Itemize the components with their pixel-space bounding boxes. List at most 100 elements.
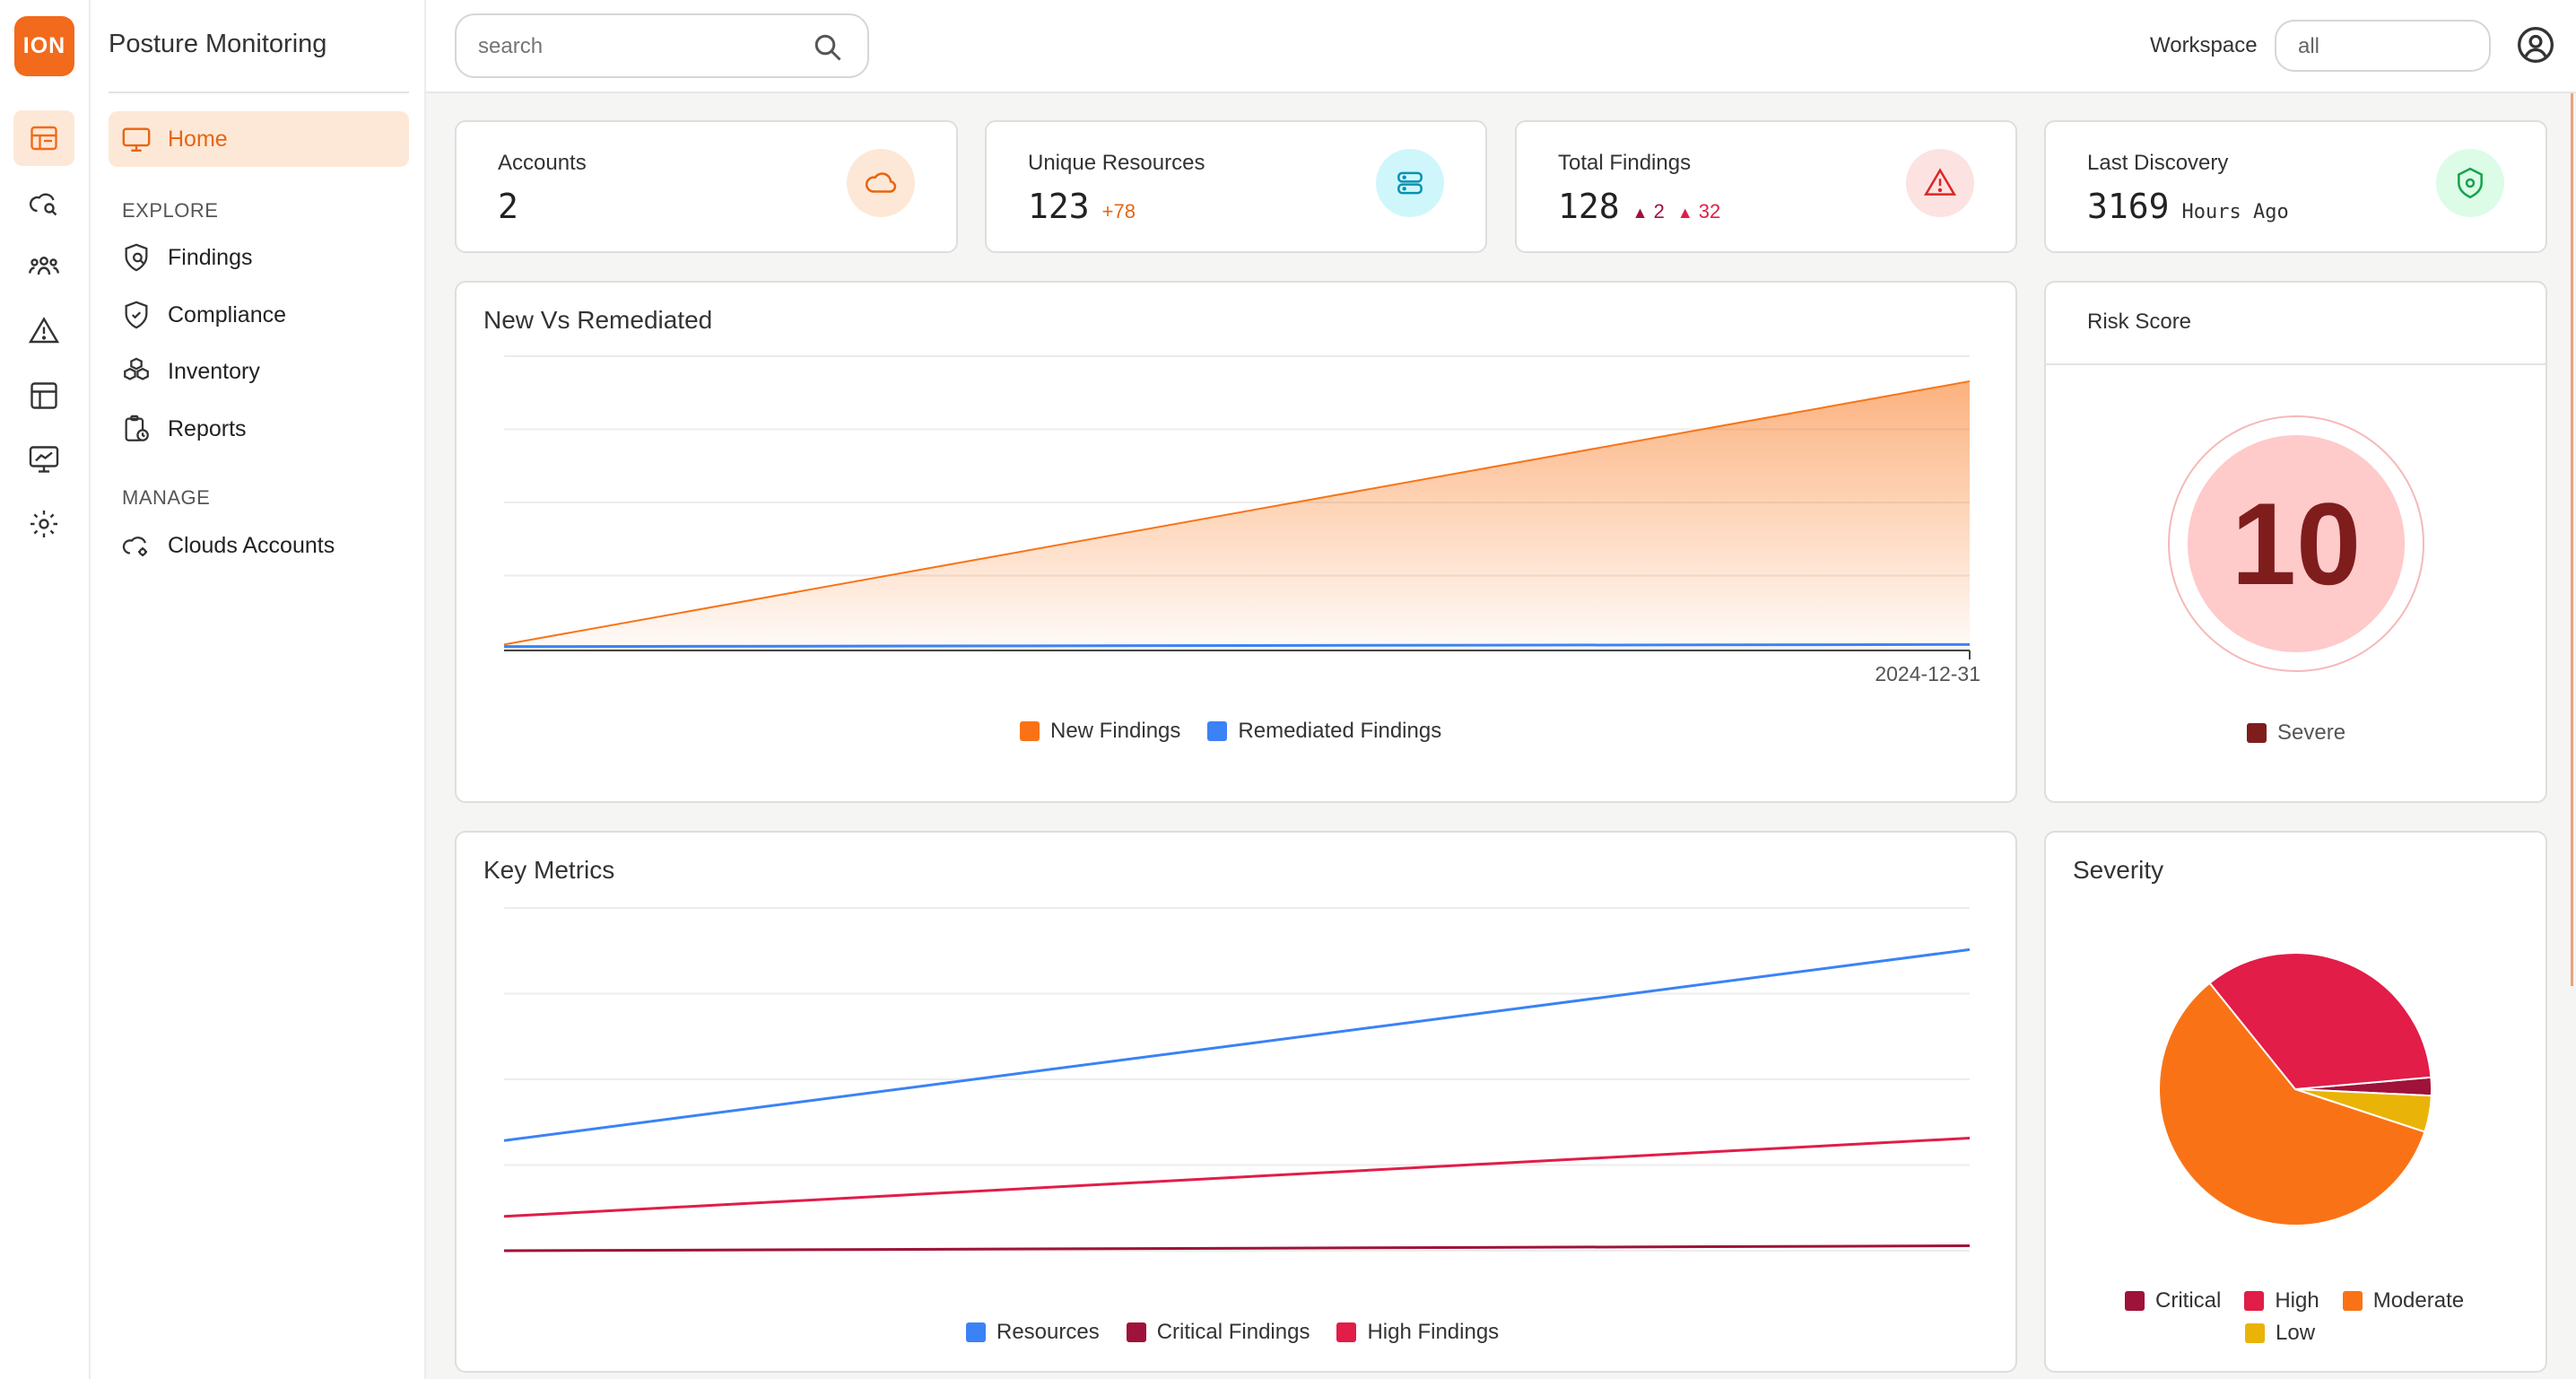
nav-item-label: Compliance (168, 301, 287, 327)
warning-icon (1923, 168, 1957, 196)
user-profile-icon[interactable] (2516, 25, 2555, 65)
rail-alerts[interactable] (13, 303, 74, 359)
table-icon (30, 382, 57, 409)
stat-card-discovery[interactable]: Last Discovery 3169 Hours Ago (2044, 120, 2547, 253)
scrollbar[interactable] (2571, 93, 2573, 986)
high-slice (2208, 952, 2432, 1091)
monitor-chart-icon (29, 446, 59, 473)
stat-icon-badge (1906, 149, 1974, 217)
risk-legend: Severe (2247, 720, 2372, 746)
workspace-label: Workspace (2150, 33, 2258, 57)
boxes-icon (124, 357, 149, 380)
new-findings-area (504, 380, 1970, 649)
stat-unit: Hours Ago (2181, 201, 2289, 223)
nav-item-label: Inventory (168, 358, 260, 384)
arrow-up-icon: ▲ (1632, 204, 1649, 222)
key-metrics-card: Key Metrics Resources Critical Findings … (455, 831, 2017, 1373)
new-vs-remediated-card: New Vs Remediated 2024-12-31 New Finding… (455, 281, 2017, 803)
warning-icon (28, 317, 60, 344)
cloud-search-icon (30, 193, 57, 216)
nav-divider (109, 92, 409, 93)
chart-legend: New Findings Remediated Findings (1020, 719, 1468, 744)
legend-item-severe[interactable]: Severe (2247, 720, 2345, 746)
rail-monitor[interactable] (13, 432, 74, 487)
legend-item-high[interactable]: High (2244, 1288, 2319, 1314)
rail-table[interactable] (13, 368, 74, 423)
stat-icon-badge (847, 149, 915, 217)
high-findings-line (503, 1136, 1971, 1218)
severity-card: Severity Critical High Moderate Low (2044, 831, 2547, 1373)
stat-card-resources[interactable]: Unique Resources 123 +78 (985, 120, 1487, 253)
stat-icon-badge (1376, 149, 1444, 217)
chart-legend: Resources Critical Findings High Finding… (966, 1320, 1526, 1345)
workspace-select[interactable]: all (2275, 20, 2491, 72)
icon-rail: ION (0, 0, 91, 1379)
stat-value: 3169 Hours Ago (2087, 187, 2289, 226)
chart-legend: Critical High Moderate Low (2125, 1288, 2502, 1346)
nav-item-home[interactable]: Home (109, 111, 409, 167)
app-logo[interactable]: ION (14, 16, 74, 76)
rail-users[interactable] (13, 239, 74, 294)
nav-item-label: Findings (168, 244, 253, 270)
nav-item-label: Reports (168, 415, 247, 441)
nav-item-clouds-accounts[interactable]: Clouds Accounts (109, 518, 409, 573)
nav-item-reports[interactable]: Reports (109, 401, 409, 457)
severity-pie-chart (2158, 952, 2432, 1226)
card-divider (2046, 363, 2546, 365)
rail-cloud-search[interactable] (13, 175, 74, 231)
high-delta: ▲ 32 (1676, 200, 1721, 223)
nav-sidebar: Posture Monitoring Home EXPLORE Findings… (91, 0, 426, 1379)
top-header: Workspace all (426, 0, 2576, 93)
moderate-slice (2158, 982, 2426, 1226)
stat-card-accounts[interactable]: Accounts 2 (455, 120, 958, 253)
stat-value: 123 +78 (1028, 187, 1136, 226)
risk-score-card: Risk Score 10 Severe (2044, 281, 2547, 803)
cloud-gear-icon (122, 537, 148, 557)
database-icon (1397, 171, 1423, 195)
legend-item-resources[interactable]: Resources (966, 1320, 1100, 1345)
shield-search-icon (125, 243, 148, 272)
legend-item-high[interactable]: High Findings (1336, 1320, 1499, 1345)
legend-item-critical[interactable]: Critical (2125, 1288, 2221, 1314)
stat-label: Total Findings (1558, 151, 1692, 175)
critical-delta: ▲ 2 (1632, 200, 1665, 223)
users-icon (29, 257, 59, 275)
legend-item-new[interactable]: New Findings (1020, 719, 1180, 744)
shield-check-icon (125, 301, 148, 329)
dashboard-icon (30, 126, 57, 151)
stat-icon-badge (2436, 149, 2504, 217)
new-findings-line (503, 380, 1971, 646)
monitor-icon (122, 127, 151, 152)
nav-item-label: Home (168, 126, 228, 152)
nav-section-manage: MANAGE (122, 486, 211, 509)
stat-delta: +78 (1101, 200, 1136, 223)
legend-item-low[interactable]: Low (2245, 1321, 2315, 1346)
gear-icon (30, 511, 57, 537)
x-tick-label: 2024-12-31 (1875, 662, 1980, 685)
risk-score-value: 10 (2188, 435, 2405, 652)
shield-badge-icon (2458, 167, 2483, 199)
risk-gauge-ring: 10 (2168, 415, 2424, 672)
nav-item-label: Clouds Accounts (168, 532, 335, 558)
nav-item-inventory[interactable]: Inventory (109, 344, 409, 399)
key-metrics-chart (503, 907, 1971, 1252)
nav-section-explore: EXPLORE (122, 199, 219, 222)
nav-item-findings[interactable]: Findings (109, 230, 409, 285)
remediated-findings-line (503, 642, 1971, 649)
legend-item-moderate[interactable]: Moderate (2342, 1288, 2464, 1314)
app-title: Posture Monitoring (109, 30, 327, 58)
nav-item-compliance[interactable]: Compliance (109, 287, 409, 343)
resources-line (503, 947, 1971, 1142)
legend-item-critical[interactable]: Critical Findings (1126, 1320, 1310, 1345)
legend-item-remediated[interactable]: Remediated Findings (1207, 719, 1441, 744)
search-icon[interactable] (812, 31, 844, 64)
rail-dashboard[interactable] (13, 110, 74, 166)
stat-card-findings[interactable]: Total Findings 128 ▲ 2 ▲ 32 (1515, 120, 2017, 253)
chart-title: Severity (2073, 856, 2164, 884)
chart-title: Key Metrics (483, 856, 615, 884)
rail-settings[interactable] (13, 496, 74, 552)
stat-label: Last Discovery (2087, 151, 2229, 175)
stat-label: Accounts (498, 151, 587, 175)
search-input[interactable] (478, 31, 801, 62)
arrow-up-icon: ▲ (1676, 204, 1693, 222)
